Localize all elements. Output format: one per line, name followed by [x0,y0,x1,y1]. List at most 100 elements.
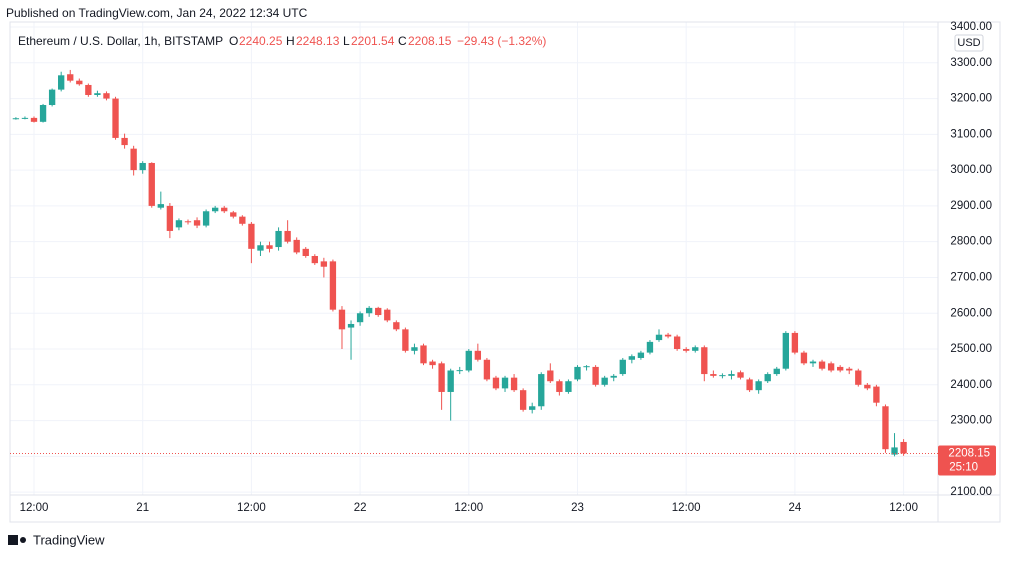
candle-body [800,352,808,364]
x-tick-label: 24 [788,502,801,514]
candle-body [837,366,844,371]
candle-body [592,366,599,385]
candle-body [719,375,726,377]
candle-body [320,261,328,267]
candle-body [547,370,554,382]
last-price-label: 2208.15 [948,447,990,459]
brand-logo [8,535,26,545]
candle-body [710,374,717,376]
candle-body [257,245,264,251]
candle-body [230,212,237,217]
candle-body [728,374,735,376]
candle-body [30,117,38,122]
candle-body [356,313,364,323]
candle-body [420,345,427,364]
candle-body [891,447,898,455]
candle-body [130,148,137,171]
close: 2208.15 [408,34,452,48]
h-label: H [286,34,295,48]
candle-body [139,162,146,171]
candle-body [782,332,789,369]
candle-body [818,361,826,369]
candle-body [166,205,174,231]
candle-body [701,347,708,375]
candle-body [148,162,155,206]
y-tick-label: 2700.00 [950,271,992,283]
candle-body [393,322,400,330]
candle-body [411,347,418,351]
candle-body [221,207,228,212]
candle-body [465,350,472,371]
candle-body [266,245,273,249]
candle-body [58,75,65,90]
candle-body [492,377,500,389]
currency-box[interactable] [954,34,984,52]
currency[interactable]: USD [957,37,980,49]
candle-body [746,379,753,391]
candle-body [21,117,29,119]
y-tick-label: 2300.00 [950,415,992,427]
candle-body [809,361,817,364]
candle-body [764,374,771,382]
candle-body [583,366,590,368]
candle-body [737,372,744,378]
candle-body [402,329,409,351]
legend: O 2240.25 H 2248.13 L 2201.54 C 2208.15 … [229,34,546,48]
x-tick-label: 12:00 [20,502,49,514]
candle-body [846,368,853,371]
candle-body [112,98,119,138]
candle-body [338,309,346,330]
candle-body [519,390,527,410]
candle-body [474,350,482,360]
candle-body [202,211,210,226]
low: 2201.54 [351,34,395,48]
candle-body [538,374,545,407]
candle-body [239,216,246,224]
candle-body [637,352,645,358]
candle-body [483,359,491,380]
y-tick-label: 2100.00 [950,486,992,498]
c-label: C [398,34,407,48]
candle-body [85,84,92,95]
candle-body [855,370,862,385]
y-tick-label: 3300.00 [950,57,992,69]
candle-body [211,207,219,212]
countdown: 25:10 [949,461,978,473]
x-tick-label: 23 [571,502,584,514]
grid [10,22,938,495]
candle-body [302,248,309,256]
candle-body [510,377,518,391]
candle-body [94,93,101,95]
candle-body [193,220,201,226]
y-tick-label: 3200.00 [950,93,992,105]
y-tick-label: 3100.00 [950,128,992,140]
candle-body [76,80,83,85]
candle-body [275,230,282,248]
candle-body [293,239,300,253]
candle-body [184,221,192,223]
candle-body [365,307,373,314]
brand: TradingView [33,532,105,547]
candle-body [827,363,835,371]
high: 2248.13 [296,34,340,48]
open: 2240.25 [239,34,283,48]
x-tick-label: 12:00 [237,502,266,514]
candle-body [329,261,337,310]
candle-body [773,368,780,375]
candle-body [574,366,581,380]
candle-body [565,381,572,392]
candle-body [601,377,608,385]
published: Published on TradingView.com, Jan 24, 20… [6,6,308,20]
x-tick-label: 12:00 [454,502,483,514]
candle-body [121,137,128,146]
candle-body [755,381,762,391]
candle-body [673,336,681,350]
candle-body [48,89,56,106]
candle-body [529,406,536,410]
y-tick-label: 2800.00 [950,236,992,248]
frame [9,21,1001,523]
change: −29.43 (−1.32%) [457,34,546,48]
candle-body [619,359,626,375]
candle-body [456,370,463,372]
